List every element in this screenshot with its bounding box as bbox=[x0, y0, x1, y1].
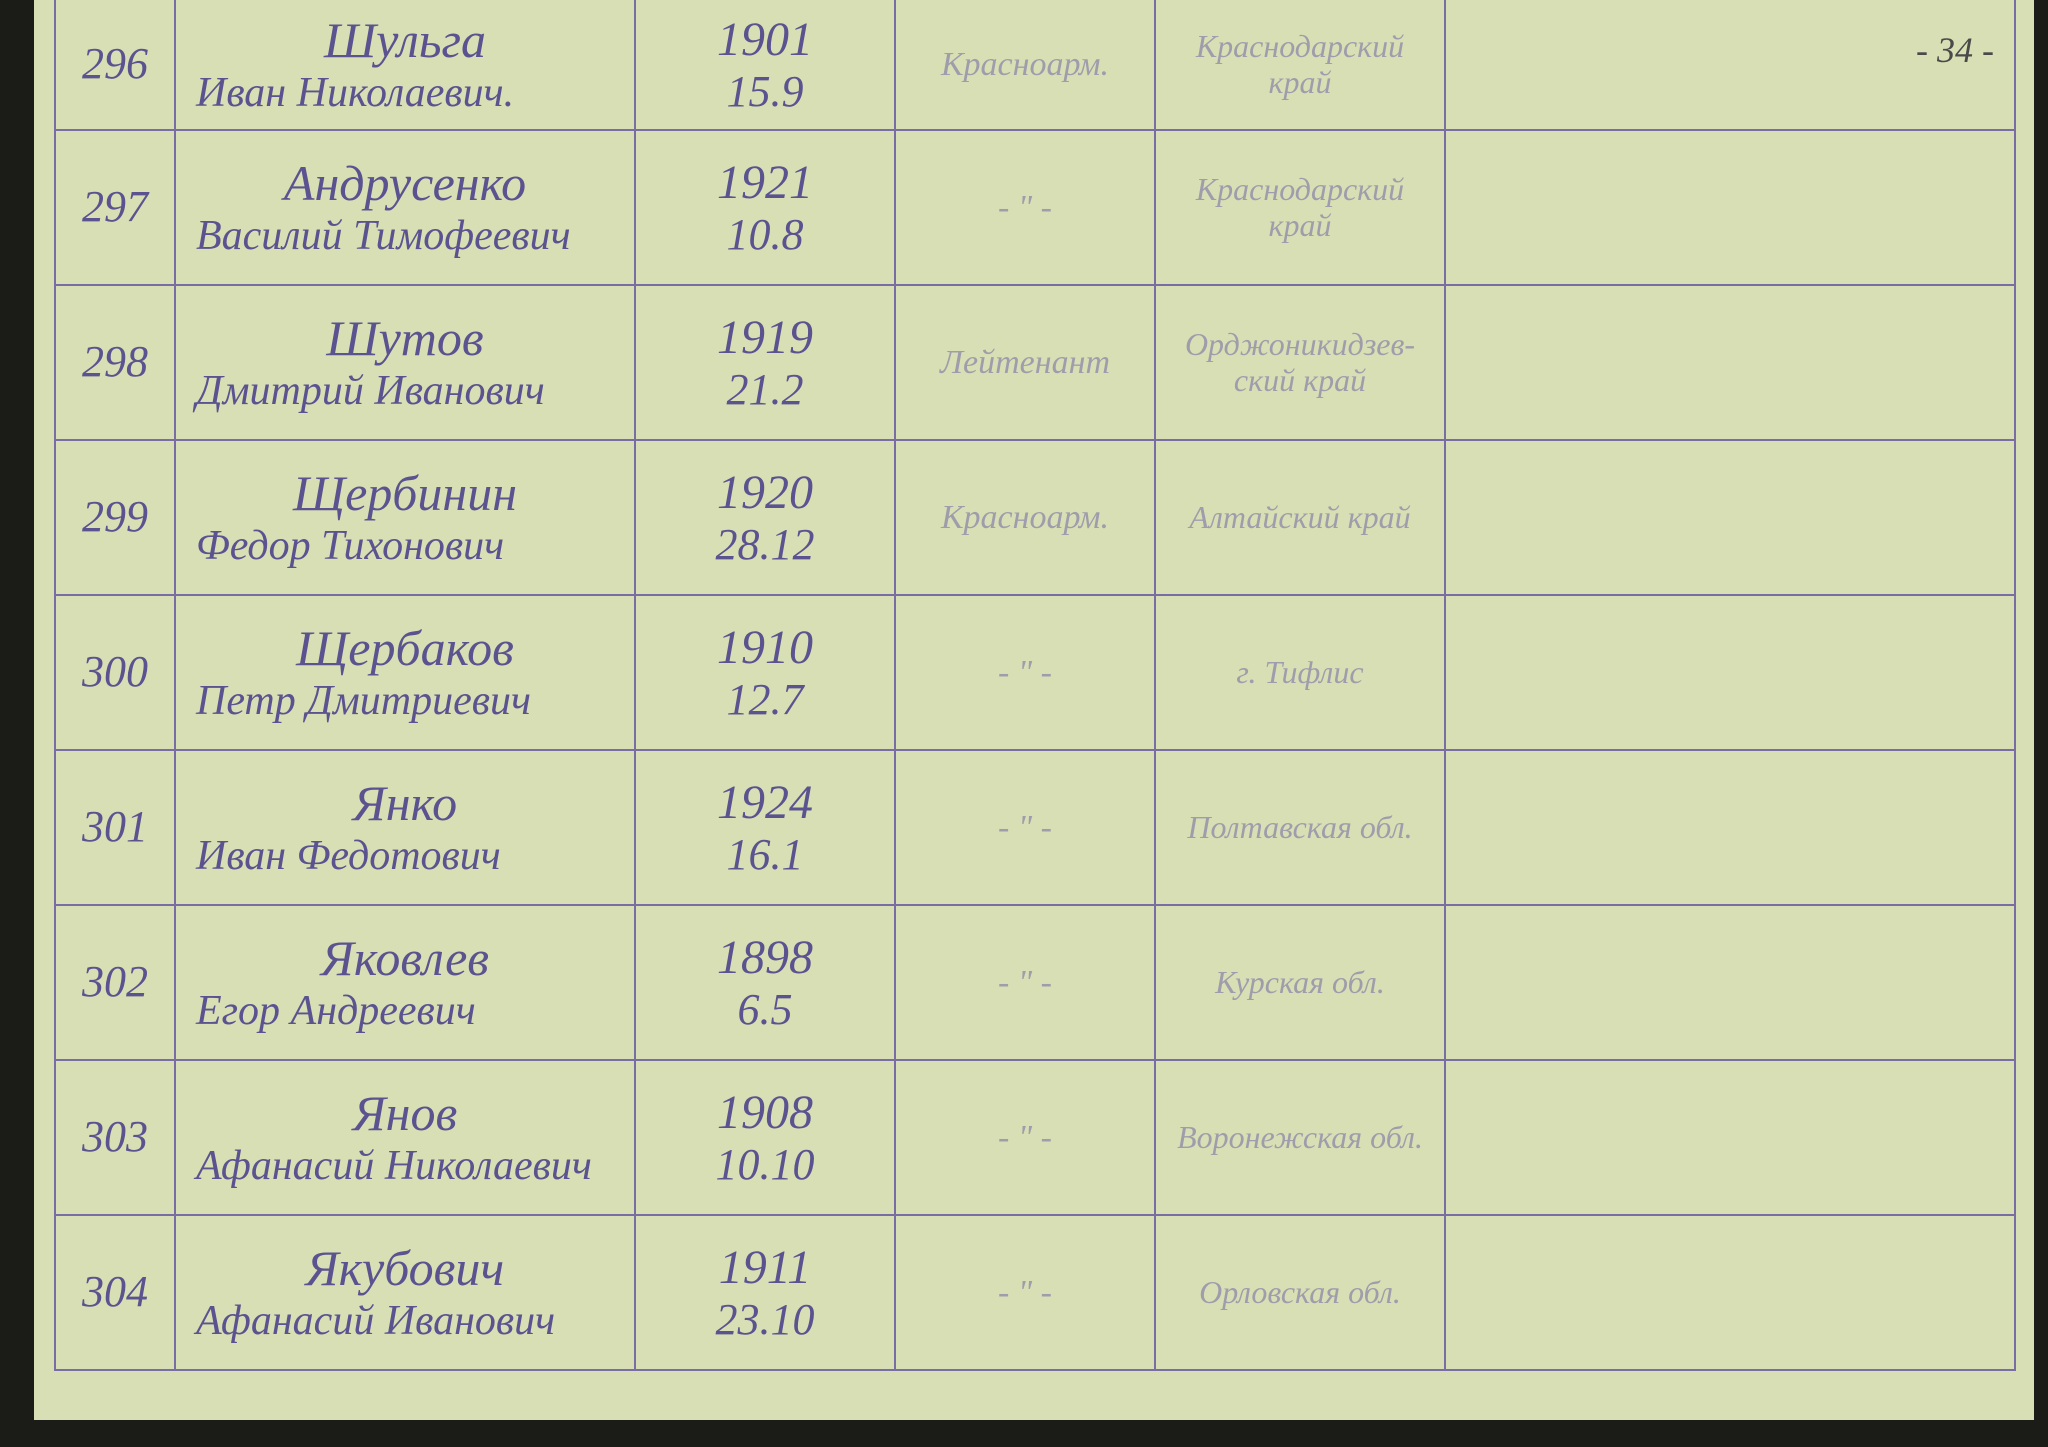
date: 10.8 bbox=[650, 210, 880, 261]
rank: - " - bbox=[998, 189, 1052, 226]
row-number: 296 bbox=[82, 39, 148, 88]
rank: - " - bbox=[998, 1274, 1052, 1311]
given-patronymic: Федор Тихонович bbox=[190, 522, 620, 570]
row-number: 300 bbox=[82, 647, 148, 696]
rank: Лейтенант bbox=[940, 344, 1110, 381]
ledger-table: 296 Шульга Иван Николаевич. 1901 15.9 Красн… bbox=[54, 0, 2016, 1371]
row-number: 304 bbox=[82, 1267, 148, 1316]
place: Краснодарский край bbox=[1196, 28, 1404, 99]
surname: Щербаков bbox=[190, 620, 620, 678]
rank: Красноарм. bbox=[941, 46, 1109, 83]
birth-year: 1911 bbox=[650, 1240, 880, 1295]
table-row: 300 Щербаков Петр Дмитриевич 1910 12.7 - " … bbox=[55, 595, 2015, 750]
surname: Щербинин bbox=[190, 465, 620, 523]
place: Орловская обл. bbox=[1199, 1274, 1401, 1310]
birth-year: 1919 bbox=[650, 310, 880, 365]
date: 6.5 bbox=[650, 985, 880, 1036]
place: Краснодарский край bbox=[1196, 171, 1404, 242]
date: 28.12 bbox=[650, 520, 880, 571]
rank: - " - bbox=[998, 964, 1052, 1001]
table-row: 302 Яковлев Егор Андреевич 1898 6.5 - " - Ку… bbox=[55, 905, 2015, 1060]
date: 15.9 bbox=[650, 67, 880, 118]
place: г. Тифлис bbox=[1236, 654, 1363, 690]
scanned-page: - 34 - 296Шульга Иван Николаевич.1901 15… bbox=[0, 0, 2048, 1447]
table-row: 296 Шульга Иван Николаевич. 1901 15.9 Красн… bbox=[55, 0, 2015, 130]
table-row: 297 Андрусенко Василий Тимофеевич 1921 10.… bbox=[55, 130, 2015, 285]
paper-sheet: - 34 - 296Шульга Иван Николаевич.1901 15… bbox=[34, 0, 2034, 1420]
scan-edge-left bbox=[0, 0, 34, 1447]
rank: - " - bbox=[998, 809, 1052, 846]
row-number: 303 bbox=[82, 1112, 148, 1161]
date: 10.10 bbox=[650, 1140, 880, 1191]
row-number: 302 bbox=[82, 957, 148, 1006]
date: 16.1 bbox=[650, 830, 880, 881]
place: Воронежская обл. bbox=[1177, 1119, 1423, 1155]
birth-year: 1901 bbox=[650, 12, 880, 67]
table-row: 303 Янов Афанасий Николаевич 1908 10.10 - "… bbox=[55, 1060, 2015, 1215]
table-row: 304 Якубович Афанасий Иванович 1911 23.10 -… bbox=[55, 1215, 2015, 1370]
surname: Андрусенко bbox=[190, 155, 620, 213]
birth-year: 1908 bbox=[650, 1085, 880, 1140]
given-patronymic: Иван Николаевич. bbox=[190, 69, 620, 117]
birth-year: 1924 bbox=[650, 775, 880, 830]
given-patronymic: Дмитрий Иванович bbox=[190, 367, 620, 415]
date: 23.10 bbox=[650, 1295, 880, 1346]
rank: - " - bbox=[998, 1119, 1052, 1156]
row-number: 297 bbox=[82, 182, 148, 231]
given-patronymic: Василий Тимофеевич bbox=[190, 212, 620, 260]
table-row: 298 Шутов Дмитрий Иванович 1919 21.2 Лейтен… bbox=[55, 285, 2015, 440]
scan-edge-bottom bbox=[0, 1427, 2048, 1447]
birth-year: 1920 bbox=[650, 465, 880, 520]
table-row: 301 Янко Иван Федотович 1924 16.1 - " - Полт… bbox=[55, 750, 2015, 905]
given-patronymic: Афанасий Иванович bbox=[190, 1297, 620, 1345]
surname: Янов bbox=[190, 1085, 620, 1143]
given-patronymic: Петр Дмитриевич bbox=[190, 677, 620, 725]
table-row: 299 Щербинин Федор Тихонович 1920 28.12 Кра… bbox=[55, 440, 2015, 595]
row-number: 301 bbox=[82, 802, 148, 851]
place: Алтайский край bbox=[1189, 499, 1410, 535]
surname: Шульга bbox=[190, 12, 620, 70]
rank: Красноарм. bbox=[941, 499, 1109, 536]
place: Курская обл. bbox=[1215, 964, 1385, 1000]
place: Орджоникидзев- ский край bbox=[1185, 326, 1415, 397]
birth-year: 1921 bbox=[650, 155, 880, 210]
rank: - " - bbox=[998, 654, 1052, 691]
given-patronymic: Егор Андреевич bbox=[190, 987, 620, 1035]
place: Полтавская обл. bbox=[1187, 809, 1412, 845]
row-number: 299 bbox=[82, 492, 148, 541]
birth-year: 1910 bbox=[650, 620, 880, 675]
given-patronymic: Афанасий Николаевич bbox=[190, 1142, 620, 1190]
surname: Яковлев bbox=[190, 930, 620, 988]
date: 21.2 bbox=[650, 365, 880, 416]
surname: Шутов bbox=[190, 310, 620, 368]
birth-year: 1898 bbox=[650, 930, 880, 985]
surname: Якубович bbox=[190, 1240, 620, 1298]
row-number: 298 bbox=[82, 337, 148, 386]
surname: Янко bbox=[190, 775, 620, 833]
date: 12.7 bbox=[650, 675, 880, 726]
given-patronymic: Иван Федотович bbox=[190, 832, 620, 880]
